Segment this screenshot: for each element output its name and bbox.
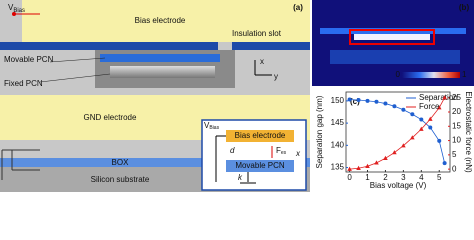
top-layer xyxy=(0,42,310,50)
marker xyxy=(392,150,397,155)
box-layer xyxy=(0,158,310,167)
pointer xyxy=(49,57,106,63)
label: Insulation slot xyxy=(232,29,282,38)
y2-tick-label: 15 xyxy=(452,121,461,130)
marker xyxy=(356,98,361,102)
y-tick-label: 145 xyxy=(331,118,345,127)
x-tick-label: 5 xyxy=(437,173,442,182)
x-axis-label: Bias voltage (V) xyxy=(370,181,427,190)
plot-area xyxy=(345,91,451,173)
y2-tick-label: 20 xyxy=(452,107,461,116)
colorbar-label: 0 xyxy=(396,70,401,79)
label: Silicon substrate xyxy=(91,175,150,184)
x-tick-label: 0 xyxy=(347,173,352,182)
colorbar xyxy=(402,72,460,78)
axis-label: x xyxy=(260,57,264,66)
marker xyxy=(365,163,370,168)
pointer xyxy=(39,73,111,83)
marker xyxy=(383,155,388,160)
marker xyxy=(442,95,447,100)
marker xyxy=(419,117,424,122)
highlight xyxy=(349,29,435,45)
panel-c: 0 1 2 3 4 5 135 140 145 150 0 5 10 15 20 25 Bias voltage… xyxy=(315,91,473,190)
inset: VBias Bias electrode d Fes x Movable PCN… xyxy=(201,119,307,191)
marker xyxy=(401,107,406,112)
figure: VBias Bias electrode (a) Insulation slot… xyxy=(0,0,474,192)
marker xyxy=(427,116,433,121)
marker xyxy=(392,104,397,109)
marker xyxy=(410,112,415,117)
label: Movable PCN xyxy=(235,161,285,170)
y2-tick-label: 25 xyxy=(452,93,461,102)
slot xyxy=(218,42,232,50)
label: Bias electrode xyxy=(235,131,286,140)
panel-label: (a) xyxy=(293,3,303,12)
v-bias: VBias xyxy=(8,3,25,13)
y2-tick-label: 10 xyxy=(452,136,461,145)
label: x xyxy=(295,149,301,158)
panel-label: (c) xyxy=(350,97,360,106)
x-tick-label: 1 xyxy=(365,173,370,182)
label: BOX xyxy=(112,158,130,167)
y-tick-label: 135 xyxy=(331,163,345,172)
field-hot xyxy=(354,34,430,40)
marker xyxy=(428,125,433,130)
x-tick-label: 4 xyxy=(419,173,424,182)
marker xyxy=(410,135,415,140)
y2-tick-label: 5 xyxy=(452,150,457,159)
label: Bias electrode xyxy=(135,16,186,25)
panel-label: (b) xyxy=(459,3,470,12)
field-region xyxy=(330,50,460,64)
marker xyxy=(419,126,424,131)
marker xyxy=(374,99,379,104)
y2-tick-label: 0 xyxy=(452,164,457,173)
marker xyxy=(383,101,388,106)
y2-axis-label: Electrostatic force (nN) xyxy=(464,91,473,173)
label: Fixed PCN xyxy=(4,79,43,88)
marker xyxy=(442,161,447,166)
panel-a: VBias Bias electrode (a) Insulation slot… xyxy=(0,0,310,192)
marker xyxy=(365,98,370,103)
marker xyxy=(436,105,442,110)
label: Fes xyxy=(276,146,287,156)
label: Movable PCN xyxy=(4,55,54,64)
x-tick-label: 2 xyxy=(383,173,388,182)
colorbar-label: 1 xyxy=(462,70,467,79)
inset-pcn xyxy=(226,160,294,172)
x-tick-label: 3 xyxy=(401,173,406,182)
y-tick-label: 140 xyxy=(331,140,345,149)
label: GND electrode xyxy=(84,113,137,122)
inset-electrode xyxy=(226,130,294,142)
axis-label: y xyxy=(274,72,278,81)
label: k xyxy=(238,173,243,182)
y-axis-label: Separation gap (nm) xyxy=(315,95,324,168)
marker xyxy=(347,97,352,102)
legend-label: Separation xyxy=(419,93,458,102)
movable-pcn-shape xyxy=(100,54,220,62)
y-tick-label: 150 xyxy=(331,96,345,105)
marker xyxy=(356,165,361,170)
marker xyxy=(401,143,406,148)
label: d xyxy=(230,146,235,155)
marker xyxy=(437,138,442,143)
bias-electrode xyxy=(22,0,310,42)
legend-label: Force xyxy=(419,102,440,111)
fixed-pcn-shape xyxy=(110,66,215,78)
label: VBias xyxy=(204,121,220,131)
bias-node xyxy=(12,12,16,16)
panel-b: 0 1 (b) xyxy=(312,0,474,86)
marker xyxy=(347,166,352,171)
marker xyxy=(374,160,379,165)
